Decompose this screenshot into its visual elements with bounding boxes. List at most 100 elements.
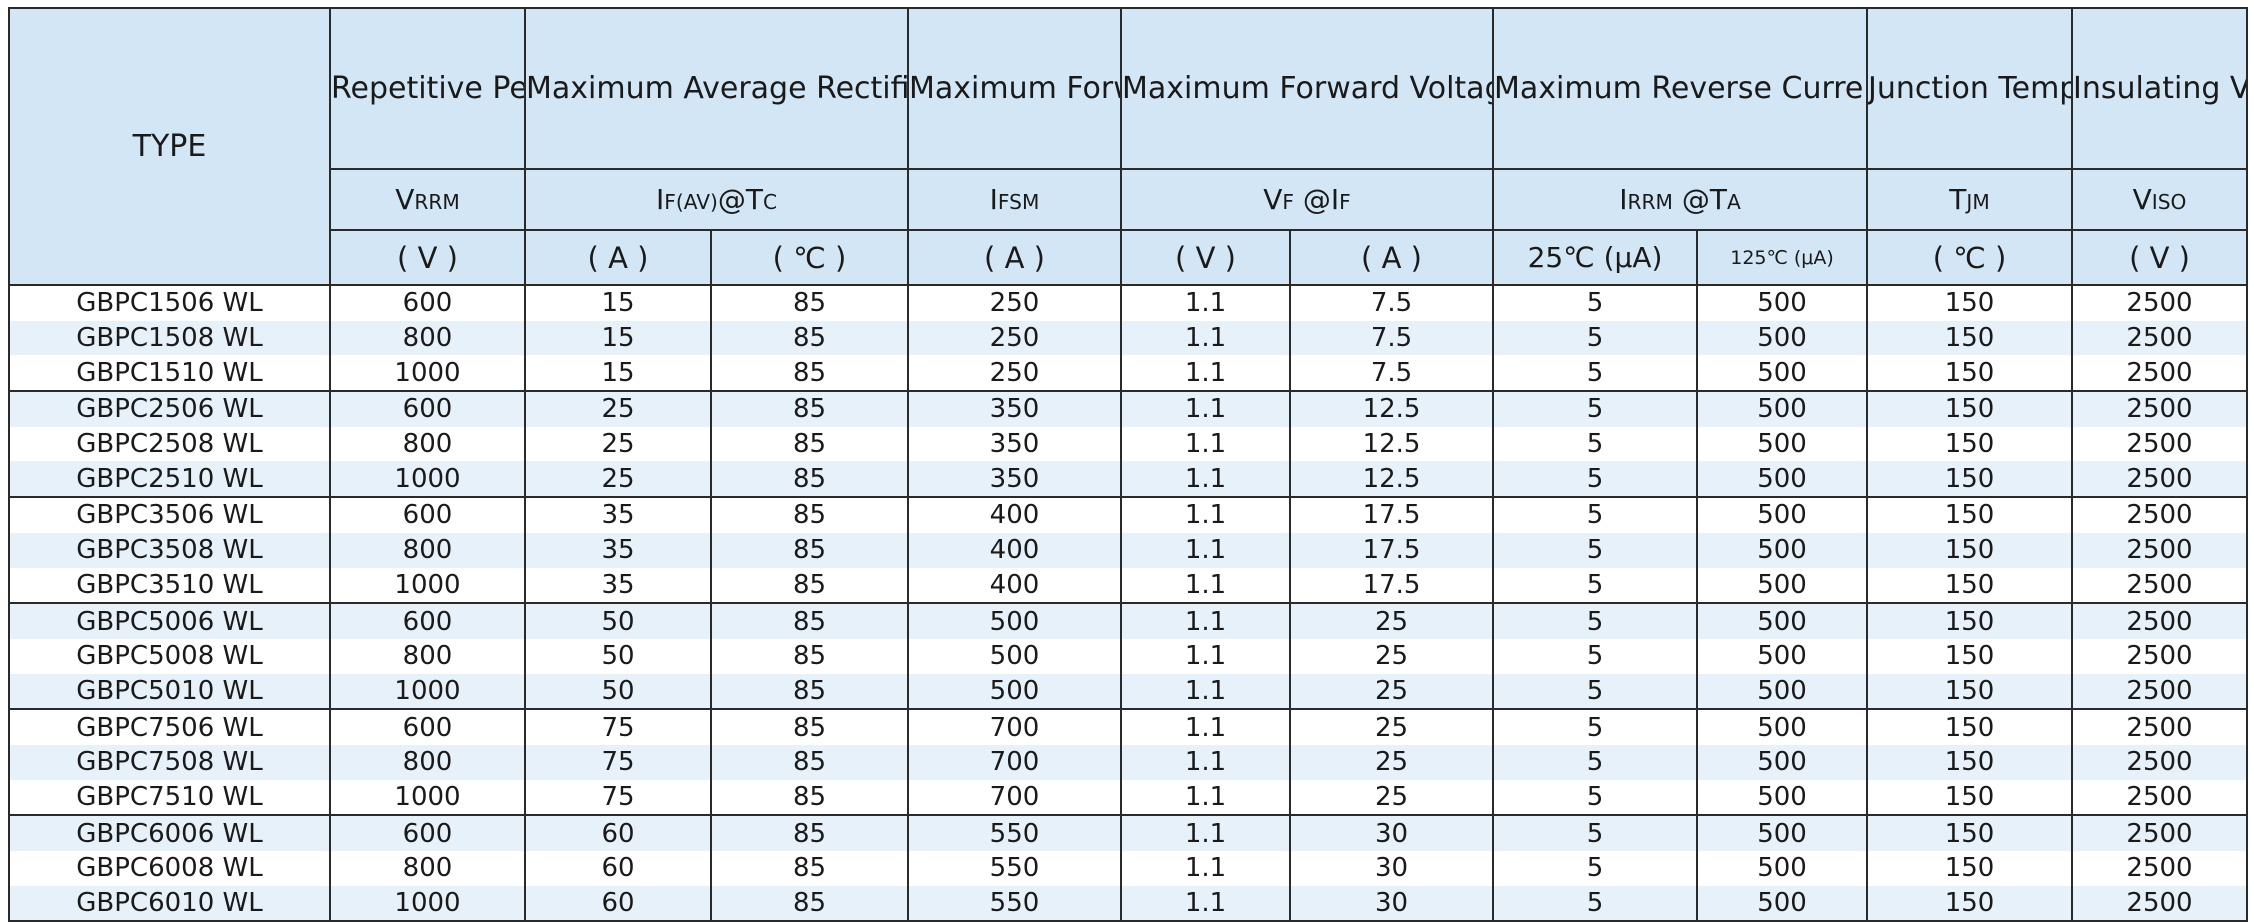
cell-ifav: 60 xyxy=(524,815,712,851)
cell-ir125: 500 xyxy=(1696,426,1869,462)
unit-vf-v: ( V ) xyxy=(1120,229,1291,286)
cell-ifav: 35 xyxy=(524,532,712,568)
cell-if: 7.5 xyxy=(1288,285,1495,321)
table-row: GBPC3508 WL 800 35 85 400 1.1 17.5 5 500 150 2500 xyxy=(8,532,2249,568)
cell-ir25: 5 xyxy=(1492,744,1699,780)
cell-ifav: 60 xyxy=(524,851,712,886)
cell-ifsm: 400 xyxy=(907,567,1122,605)
cell-if: 17.5 xyxy=(1288,532,1495,568)
cell-ir25: 5 xyxy=(1492,532,1699,568)
cell-type: GBPC5010 WL xyxy=(8,673,331,711)
cell-if: 30 xyxy=(1288,815,1495,851)
cell-type: GBPC1510 WL xyxy=(8,355,331,393)
cell-ifsm: 550 xyxy=(907,885,1122,922)
cell-tc: 85 xyxy=(710,779,909,817)
unit-ifav-a: ( A ) xyxy=(524,229,712,286)
cell-vf: 1.1 xyxy=(1120,461,1291,499)
cell-ifsm: 250 xyxy=(907,320,1122,356)
table-row: GBPC2510 WL 1000 25 85 350 1.1 12.5 5 500 150 2500 xyxy=(8,461,2249,499)
cell-vf: 1.1 xyxy=(1120,885,1291,922)
cell-tc: 85 xyxy=(710,673,909,711)
cell-tjm: 150 xyxy=(1866,532,2074,568)
cell-viso: 2500 xyxy=(2071,779,2249,817)
cell-ir25: 5 xyxy=(1492,391,1699,427)
table-row: GBPC5010 WL 1000 50 85 500 1.1 25 5 500 150 2500 xyxy=(8,673,2249,711)
cell-ir125: 500 xyxy=(1696,532,1869,568)
cell-ir125: 500 xyxy=(1696,461,1869,499)
cell-ir25: 5 xyxy=(1492,497,1699,533)
cell-tjm: 150 xyxy=(1866,285,2074,321)
cell-ifsm: 350 xyxy=(907,461,1122,499)
cell-type: GBPC6010 WL xyxy=(8,885,331,922)
cell-viso: 2500 xyxy=(2071,885,2249,922)
header-row-symbols: VRRM IF(AV)@TC IFSM VF @IF IRRM @TA TJM … xyxy=(9,168,2249,231)
unit-ifsm: ( A ) xyxy=(907,229,1122,286)
cell-type: GBPC3508 WL xyxy=(8,532,331,568)
cell-type: GBPC6006 WL xyxy=(8,815,331,851)
table-body: GBPC1506 WL 600 15 85 250 1.1 7.5 5 500 150 2500 GB… xyxy=(8,285,2249,922)
table-row: GBPC2508 WL 800 25 85 350 1.1 12.5 5 500 150 2500 xyxy=(8,426,2249,462)
cell-if: 25 xyxy=(1288,603,1495,639)
cell-ifsm: 500 xyxy=(907,638,1122,674)
cell-ir25: 5 xyxy=(1492,779,1699,817)
cell-ir125: 500 xyxy=(1696,567,1869,605)
cell-vrrm: 600 xyxy=(329,285,526,321)
cell-vf: 1.1 xyxy=(1120,567,1291,605)
unit-viso: ( V ) xyxy=(2071,229,2249,286)
cell-viso: 2500 xyxy=(2071,497,2249,533)
cell-tc: 85 xyxy=(710,567,909,605)
cell-if: 7.5 xyxy=(1288,320,1495,356)
unit-ir-25: 25℃ (μA) xyxy=(1492,229,1699,286)
cell-if: 25 xyxy=(1288,744,1495,780)
cell-vrrm: 600 xyxy=(329,603,526,639)
cell-tjm: 150 xyxy=(1866,391,2074,427)
cell-ifav: 75 xyxy=(524,744,712,780)
cell-viso: 2500 xyxy=(2071,567,2249,605)
cell-ir125: 500 xyxy=(1696,851,1869,886)
cell-ifsm: 500 xyxy=(907,673,1122,711)
ifav-title: Maximum Average Rectified Current xyxy=(524,7,909,170)
cell-tc: 85 xyxy=(710,744,909,780)
viso-title: Insulating Voltage xyxy=(2071,7,2249,170)
cell-vrrm: 1000 xyxy=(329,779,526,817)
cell-tjm: 150 xyxy=(1866,673,2074,711)
cell-ifsm: 350 xyxy=(907,391,1122,427)
cell-tjm: 150 xyxy=(1866,497,2074,533)
ifsm-title: Maximum Forward Peak Surge Current xyxy=(907,7,1122,170)
irrm-symbol: IRRM @TA xyxy=(1492,168,1869,231)
vrrm-symbol: VRRM xyxy=(329,168,526,231)
vf-symbol: VF @IF xyxy=(1119,168,1495,231)
cell-vf: 1.1 xyxy=(1120,391,1291,427)
table-row: GBPC6008 WL 800 60 85 550 1.1 30 5 500 150 2500 xyxy=(8,851,2249,886)
cell-ifav: 60 xyxy=(524,885,712,922)
cell-ir25: 5 xyxy=(1492,815,1699,851)
unit-ifav-c: ( ℃ ) xyxy=(710,229,909,286)
cell-ifav: 35 xyxy=(524,497,712,533)
cell-ifav: 15 xyxy=(524,355,712,393)
unit-tjm: ( ℃ ) xyxy=(1866,229,2074,286)
cell-vrrm: 600 xyxy=(329,815,526,851)
cell-tc: 85 xyxy=(710,391,909,427)
cell-vrrm: 600 xyxy=(329,497,526,533)
cell-tc: 85 xyxy=(710,815,909,851)
cell-if: 12.5 xyxy=(1288,391,1495,427)
cell-tjm: 150 xyxy=(1866,815,2074,851)
cell-ifav: 50 xyxy=(524,673,712,711)
cell-if: 25 xyxy=(1288,673,1495,711)
vrrm-title: Repetitive Peak Reverse Voltage xyxy=(329,7,526,170)
cell-ifav: 25 xyxy=(524,461,712,499)
cell-tjm: 150 xyxy=(1866,320,2074,356)
cell-type: GBPC7506 WL xyxy=(8,709,331,745)
table-row: GBPC5008 WL 800 50 85 500 1.1 25 5 500 150 2500 xyxy=(8,638,2249,674)
cell-type: GBPC1506 WL xyxy=(8,285,331,321)
table-row: GBPC7508 WL 800 75 85 700 1.1 25 5 500 150 2500 xyxy=(8,744,2249,780)
cell-tc: 85 xyxy=(710,320,909,356)
cell-vf: 1.1 xyxy=(1120,673,1291,711)
table-row: GBPC3510 WL 1000 35 85 400 1.1 17.5 5 500 150 2500 xyxy=(8,567,2249,605)
header-row-units: ( V ) ( A ) ( ℃ ) ( A ) ( V ) ( A ) 25℃ … xyxy=(9,229,2249,286)
cell-ifav: 50 xyxy=(524,603,712,639)
cell-if: 25 xyxy=(1288,638,1495,674)
cell-vf: 1.1 xyxy=(1120,355,1291,393)
cell-ifav: 15 xyxy=(524,320,712,356)
cell-ir25: 5 xyxy=(1492,709,1699,745)
